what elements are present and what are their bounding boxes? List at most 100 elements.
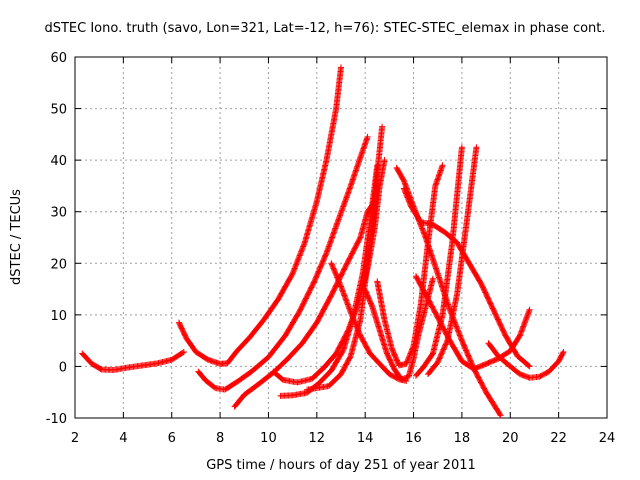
data-point <box>295 255 302 262</box>
data-point <box>408 346 415 353</box>
x-tick-label: 6 <box>168 431 176 446</box>
data-point <box>457 335 464 342</box>
data-point <box>418 224 425 231</box>
data-point <box>405 355 412 362</box>
data-point <box>437 354 444 361</box>
data-point <box>434 359 441 366</box>
data-point <box>292 262 299 269</box>
data-point <box>404 194 411 201</box>
data-point <box>452 322 459 329</box>
data-point <box>351 319 358 326</box>
data-point <box>420 229 427 236</box>
data-point <box>443 340 450 347</box>
data-point <box>407 350 414 357</box>
data-point <box>291 265 298 272</box>
x-tick-label: 12 <box>309 431 326 446</box>
data-point <box>405 195 412 202</box>
data-point <box>497 412 504 419</box>
x-tick-label: 2 <box>71 431 79 446</box>
data-series-16 <box>485 340 567 381</box>
data-point <box>331 266 338 273</box>
x-tick-label: 18 <box>454 431 471 446</box>
data-point <box>354 326 361 333</box>
chart-title: dSTEC Iono. truth (savo, Lon=321, Lat=-1… <box>44 21 605 36</box>
data-point <box>402 189 409 196</box>
plot-frame <box>74 56 608 419</box>
data-point <box>336 280 343 287</box>
data-point <box>294 258 301 265</box>
data-point <box>355 327 362 334</box>
data-point <box>331 268 338 275</box>
data-point <box>439 347 446 354</box>
data-point <box>454 326 461 333</box>
data-point <box>435 358 442 365</box>
data-point <box>410 344 417 351</box>
data-point <box>404 358 411 365</box>
data-point <box>301 240 308 247</box>
data-point <box>290 268 297 275</box>
data-point <box>456 332 463 339</box>
data-point <box>440 346 447 353</box>
data-point <box>338 64 344 71</box>
data-point <box>408 347 415 354</box>
data-point <box>420 228 427 235</box>
data-point <box>335 277 342 284</box>
data-point <box>457 333 464 340</box>
data-point <box>526 306 533 313</box>
data-series-14 <box>412 144 465 379</box>
data-point <box>473 144 480 151</box>
data-point <box>348 311 355 318</box>
y-tick-label: 60 <box>50 51 67 66</box>
data-point <box>526 363 533 370</box>
data-point <box>400 185 407 192</box>
data-point <box>296 253 303 260</box>
data-point <box>349 313 356 320</box>
data-point <box>406 198 413 205</box>
data-point <box>401 188 408 195</box>
data-point <box>322 251 329 258</box>
data-point <box>330 265 337 272</box>
data-point <box>350 315 357 322</box>
data-point <box>299 244 306 251</box>
data-point <box>438 351 445 358</box>
data-series-1 <box>79 348 187 374</box>
data-point <box>379 123 386 130</box>
data-point <box>454 327 461 334</box>
data-series-15 <box>425 144 480 378</box>
data-point <box>329 264 336 271</box>
data-point <box>350 317 357 324</box>
data-point <box>439 162 446 169</box>
data-series-8 <box>328 260 410 384</box>
data-point <box>349 314 356 321</box>
data-point <box>291 266 298 273</box>
data-point <box>419 226 426 233</box>
data-point <box>356 235 363 242</box>
data-point <box>354 324 361 331</box>
data-point <box>437 352 444 359</box>
data-point <box>440 345 447 352</box>
data-point <box>442 342 449 349</box>
data-point <box>353 323 360 330</box>
data-point <box>403 359 410 366</box>
data-point <box>333 271 340 278</box>
data-point <box>293 261 300 268</box>
y-axis-label: dSTEC / TECUs <box>9 189 24 285</box>
data-point <box>496 411 503 418</box>
data-point <box>356 329 363 336</box>
data-point <box>559 350 566 357</box>
data-point <box>402 190 409 197</box>
data-point <box>300 242 307 249</box>
data-point <box>300 243 307 250</box>
data-point <box>289 270 296 277</box>
data-point <box>180 348 187 355</box>
data-point <box>406 351 413 358</box>
data-point <box>443 338 450 345</box>
y-tick-label: 10 <box>50 309 67 324</box>
data-point <box>381 157 388 164</box>
data-point <box>298 248 305 255</box>
data-point <box>332 270 339 277</box>
data-point <box>347 309 354 316</box>
data-point <box>403 191 410 198</box>
data-point <box>290 269 297 276</box>
